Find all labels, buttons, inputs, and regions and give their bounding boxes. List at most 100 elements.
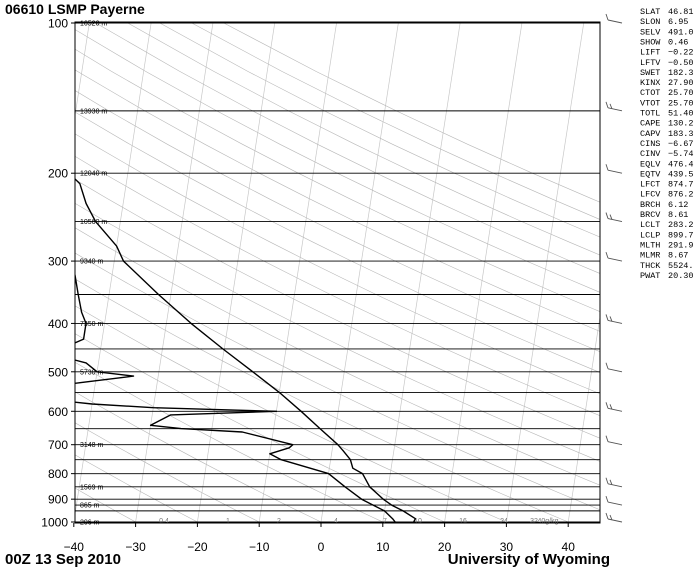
wind-barb-shaft — [607, 407, 623, 412]
index-value: −5.74 — [668, 149, 694, 159]
temperature-line — [75, 177, 417, 523]
index-value: 182.3 — [668, 68, 694, 78]
wind-barb — [605, 477, 623, 488]
mixing-ratio-label: 10 — [414, 518, 422, 525]
wind-barb-flag — [605, 164, 609, 171]
index-name: SLON — [640, 17, 660, 27]
index-name: BRCH — [640, 200, 660, 210]
height-label: 9340 m — [80, 259, 104, 266]
mixing-ratio-labels: 0.4 1 2 4 7 10 16 24 32 40g/kg — [159, 518, 558, 525]
dry-adiabat-line — [75, 305, 507, 523]
pressure-tick-label: 300 — [48, 255, 68, 269]
dry-adiabat-line — [75, 227, 600, 486]
index-value: 8.67 — [668, 251, 688, 261]
dry-adiabat-line — [75, 155, 600, 417]
height-label: 7350 m — [80, 321, 104, 328]
index-value: 51.40 — [668, 109, 694, 119]
index-name: LFTV — [640, 58, 661, 68]
index-name: BRCV — [640, 210, 661, 220]
index-name: KINX — [640, 78, 660, 88]
mixing-ratio-label: 40g/kg — [537, 518, 558, 525]
wind-barb-flag — [605, 495, 609, 503]
isotherm-line — [505, 22, 585, 523]
dry-adiabat-line — [75, 179, 600, 439]
index-value: 6.95 — [668, 17, 688, 27]
mixing-ratio-label: 24 — [500, 518, 508, 525]
wind-barb — [605, 164, 623, 174]
wind-barb — [605, 101, 623, 112]
wind-barb — [605, 495, 623, 506]
wind-barb-flag — [605, 251, 609, 259]
pressure-tick-label: 900 — [48, 493, 68, 507]
index-value: 476.4 — [668, 159, 694, 169]
isotherm-line — [196, 22, 276, 523]
dry-adiabat-line — [75, 133, 600, 395]
dry-adiabat-line — [75, 111, 600, 373]
dry-adiabat-line — [75, 29, 600, 293]
station-title: 06610 LSMP Payerne — [5, 1, 145, 17]
temperature-tick-label: 30 — [500, 540, 514, 554]
wind-barb-flag — [605, 101, 609, 109]
wind-barb — [605, 362, 623, 373]
stability-indices: SLAT 46.81 SLON 6.95 SELV 491.0 SHOW 0.46 LIFT −0… — [640, 7, 694, 281]
pressure-axis: 100 200 300 400 500 600 700 800 900 1000 — [41, 17, 75, 530]
temperature-tick-label: −10 — [249, 540, 270, 554]
dry-adiabat-line — [75, 202, 600, 462]
height-label: 3148 m — [80, 442, 104, 449]
temperature-tick-label: −30 — [125, 540, 146, 554]
wind-barb-shaft — [607, 319, 623, 324]
wind-barb-flag — [609, 404, 613, 410]
pressure-tick-label: 400 — [48, 317, 68, 331]
index-value: 6.12 — [668, 200, 688, 210]
index-value: 20.30 — [668, 271, 694, 281]
temperature-axis: −40 −30 −20 −10 0 10 20 30 40 — [64, 523, 575, 554]
height-label: 12040 m — [80, 171, 107, 178]
wind-barb-shaft — [607, 441, 623, 446]
dry-adiabat-line — [127, 22, 600, 256]
skew-grid — [75, 22, 600, 523]
height-label: 13930 m — [80, 108, 107, 115]
wind-barb-flag — [609, 514, 613, 521]
dry-adiabat-line — [75, 422, 260, 523]
index-value: 27.90 — [668, 78, 694, 88]
wind-barb-shaft — [607, 518, 623, 523]
index-value: 283.2 — [668, 220, 694, 230]
wind-barb-flag — [605, 362, 609, 369]
index-value: 8.61 — [668, 210, 688, 220]
pressure-tick-label: 500 — [48, 365, 68, 379]
pressure-tick-label: 800 — [48, 467, 68, 481]
index-value: −0.50 — [668, 58, 694, 68]
wind-barb-flag — [609, 103, 613, 110]
isotherm-line — [567, 314, 600, 523]
index-value: 25.70 — [668, 88, 694, 98]
index-name: LFCV — [640, 190, 661, 200]
index-name: SELV — [640, 27, 661, 37]
wind-barb-flag — [605, 435, 609, 442]
wind-barb-flag — [605, 314, 609, 321]
wind-barb-flag — [605, 477, 609, 484]
wind-barb-flag — [609, 214, 613, 220]
isotherm-line — [382, 22, 461, 523]
index-value: 5524. — [668, 261, 694, 271]
index-name: TOTL — [640, 109, 660, 119]
index-name: CINS — [640, 139, 660, 149]
wind-barb — [605, 435, 623, 446]
wind-barbs — [605, 13, 623, 523]
index-name: SLAT — [640, 7, 660, 17]
index-value: 130.2 — [668, 119, 694, 129]
index-name: CAPV — [640, 129, 661, 139]
index-name: PWAT — [640, 271, 660, 281]
wind-barb — [605, 212, 623, 223]
index-value: 291.9 — [668, 240, 694, 250]
sounding-profiles — [75, 177, 417, 523]
index-name: VTOT — [640, 98, 660, 108]
isotherm-line — [444, 22, 523, 523]
wind-barb-shaft — [607, 19, 623, 24]
wind-barb-shaft — [607, 107, 623, 112]
wind-barb — [605, 512, 623, 523]
wind-barb — [605, 251, 623, 262]
height-label: 5730 m — [80, 369, 104, 376]
index-value: 899.7 — [668, 230, 694, 240]
wind-barb-flag — [605, 512, 609, 520]
